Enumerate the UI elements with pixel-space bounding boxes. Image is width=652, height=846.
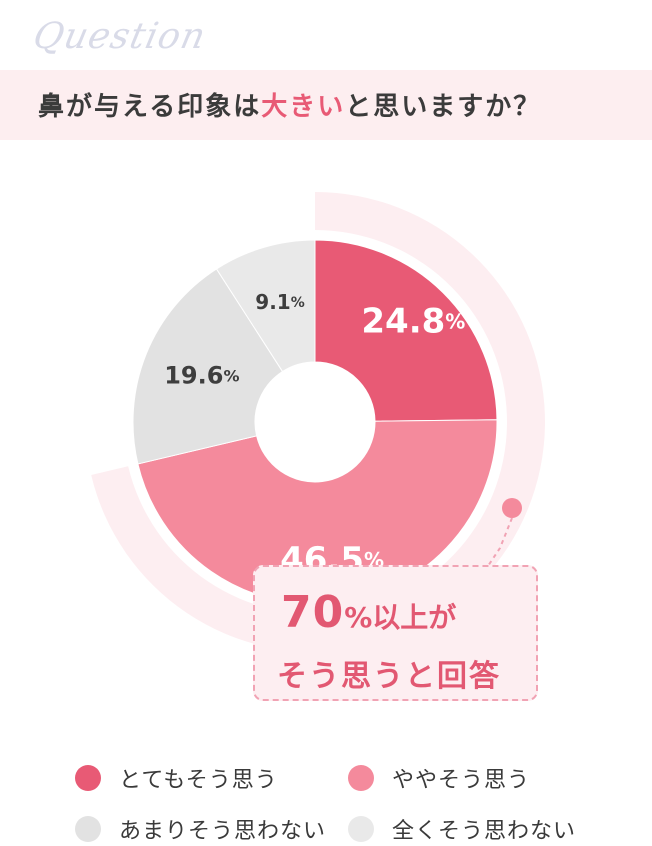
- title-after: と思いますか？: [345, 92, 542, 122]
- slice-somewhat-disagree: [132, 268, 284, 465]
- title-accent: 大きい: [261, 92, 346, 122]
- legend-label-somewhat-agree: ややそう思う: [392, 768, 531, 793]
- question-script-word: Question: [29, 16, 210, 57]
- page-title: 鼻が与える印象は大きいと思いますか？: [38, 86, 541, 123]
- callout-box: 70%以上が そう思うと回答: [253, 565, 538, 701]
- legend-swatch-strongly-disagree: [348, 816, 374, 842]
- slice-label-somewhat-disagree: 19.6%: [164, 361, 239, 389]
- slice-very-agree: [314, 239, 498, 422]
- legend-label-strongly-disagree: 全くそう思わない: [392, 819, 577, 844]
- callout-connector: [487, 517, 513, 567]
- callout-line2: そう思うと回答: [277, 659, 501, 694]
- title-band: [0, 70, 652, 140]
- legend-label-somewhat-disagree: あまりそう思わない: [119, 819, 327, 844]
- legend-swatch-somewhat-disagree: [75, 816, 101, 842]
- legend-item-strongly-disagree: 全くそう思わない: [348, 813, 576, 845]
- callout-pct-text: %以上が: [344, 601, 457, 634]
- slice-somewhat-agree: [137, 419, 498, 605]
- slice-label-very-agree: 24.8%: [361, 301, 465, 341]
- legend-label-very-agree: とてもそう思う: [119, 768, 278, 793]
- callout-number: 70: [281, 587, 345, 638]
- callout-line1: 70%以上が: [281, 587, 456, 638]
- legend-swatch-very-agree: [75, 765, 101, 791]
- slice-strongly-disagree: [215, 239, 316, 373]
- legend-swatch-somewhat-agree: [348, 765, 374, 791]
- callout-pointer-dot: [502, 498, 522, 518]
- legend-item-somewhat-disagree: あまりそう思わない: [75, 813, 326, 845]
- slice-label-strongly-disagree: 9.1%: [255, 290, 304, 314]
- legend-item-somewhat-agree: ややそう思う: [348, 762, 530, 794]
- title-before: 鼻が与える印象は: [38, 92, 262, 122]
- legend-item-very-agree: とてもそう思う: [75, 762, 278, 794]
